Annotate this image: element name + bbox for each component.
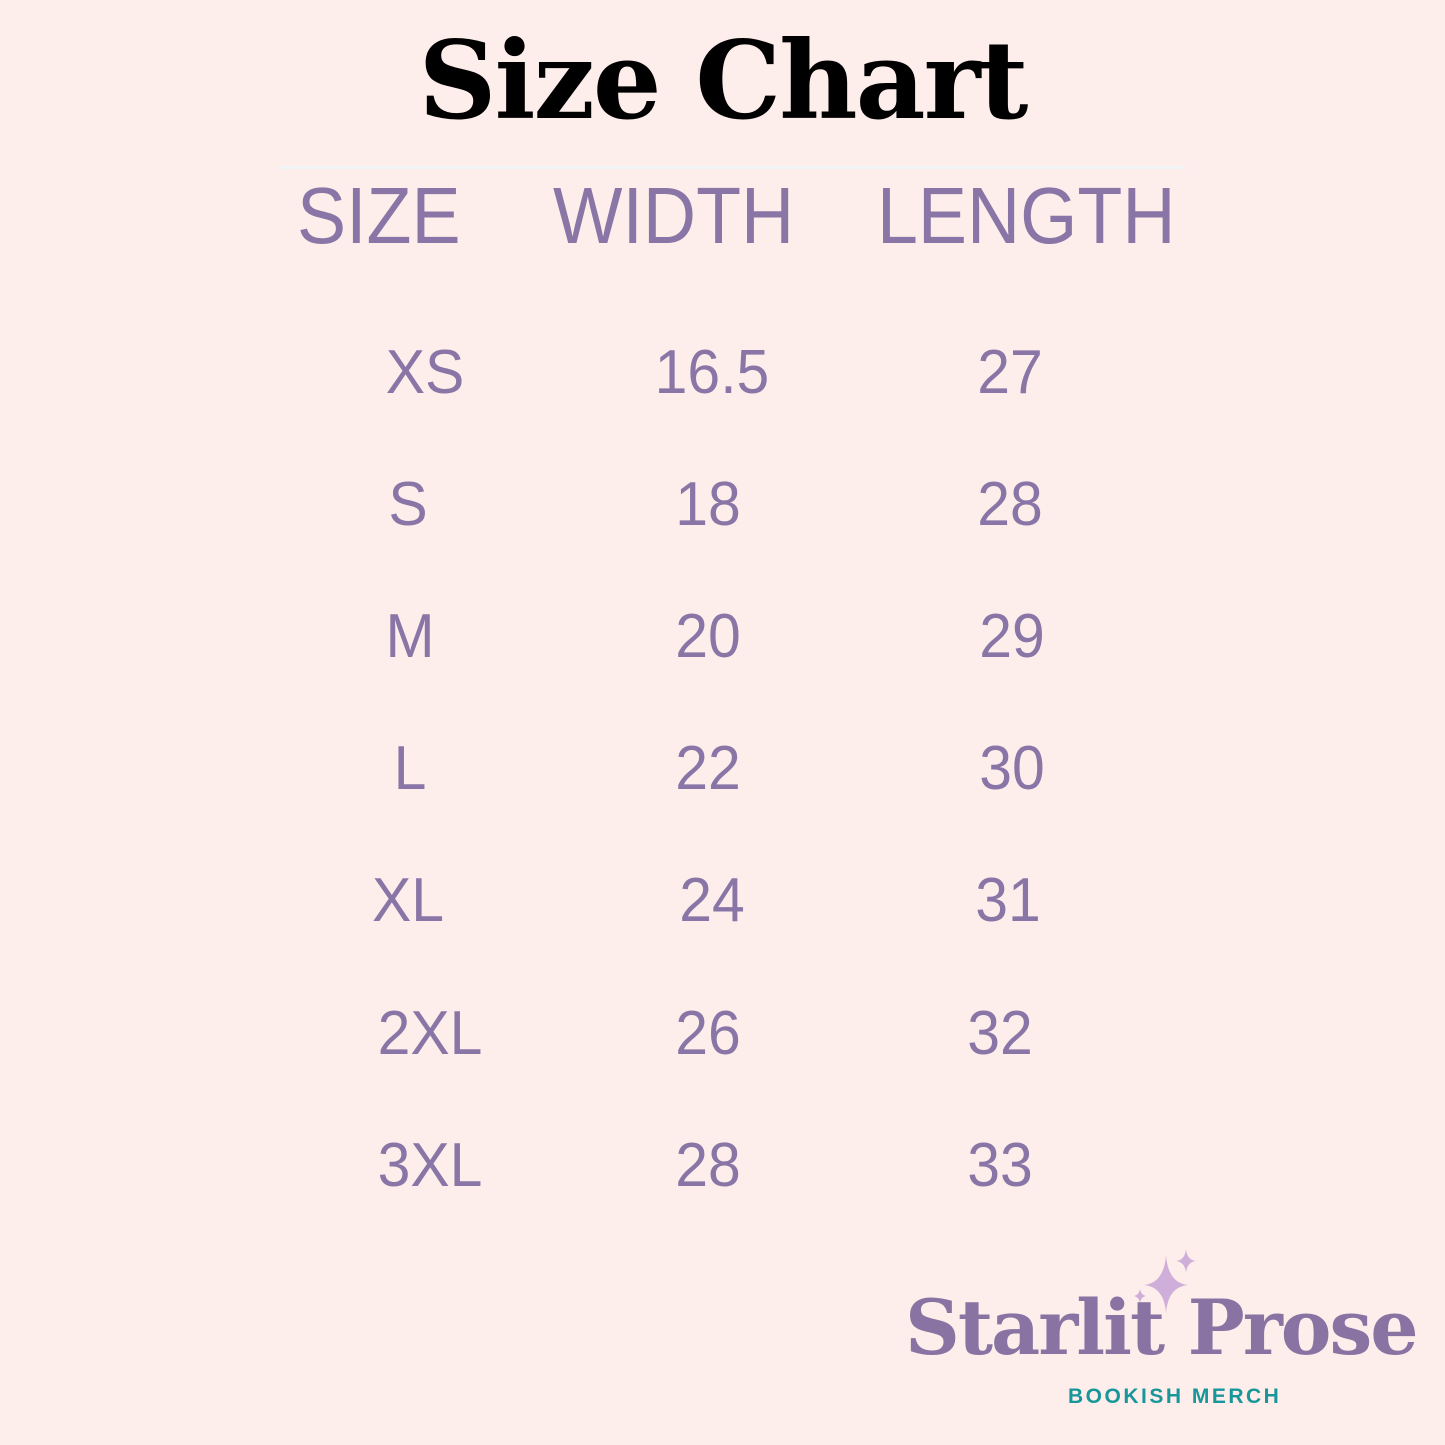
cell-width: 18	[675, 470, 741, 539]
cell-width: 20	[675, 602, 741, 671]
brand-logo: Starlit Prose	[905, 1283, 1419, 1372]
cell-width: 28	[675, 1131, 741, 1200]
cell-width: 16.5	[654, 338, 770, 407]
cell-length: 33	[967, 1131, 1033, 1200]
cell-size: XL	[371, 866, 445, 935]
divider	[277, 166, 1185, 169]
cell-length: 27	[977, 338, 1043, 407]
cell-length: 30	[979, 734, 1045, 803]
cell-size: S	[388, 470, 428, 539]
header-width: WIDTH	[553, 171, 795, 260]
cell-size: M	[385, 602, 435, 671]
cell-width: 26	[675, 999, 741, 1068]
cell-length: 28	[977, 470, 1043, 539]
header-length: LENGTH	[877, 171, 1176, 260]
cell-width: 22	[675, 734, 741, 803]
brand-tagline: BOOKISH MERCH	[1068, 1385, 1282, 1408]
cell-width: 24	[679, 866, 745, 935]
cell-length: 32	[967, 999, 1033, 1068]
header-size: SIZE	[297, 171, 461, 260]
page-title: Size Chart	[418, 18, 1029, 144]
cell-size: XS	[385, 338, 465, 407]
cell-size: 2XL	[377, 999, 483, 1068]
sparkle-stars-icon	[1134, 1249, 1196, 1313]
cell-length: 31	[975, 866, 1041, 935]
cell-size: L	[393, 734, 427, 803]
cell-length: 29	[979, 602, 1045, 671]
cell-size: 3XL	[377, 1131, 483, 1200]
